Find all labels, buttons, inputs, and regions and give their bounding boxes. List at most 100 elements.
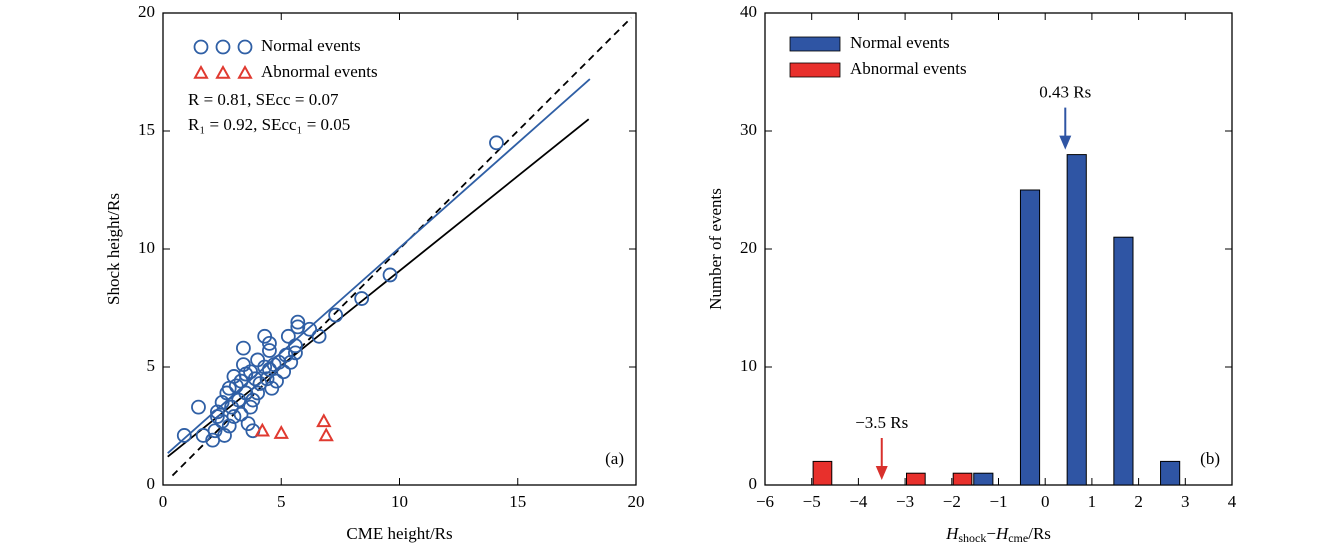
y-tick-label: 0 bbox=[749, 474, 758, 493]
y-tick-label: 20 bbox=[138, 2, 155, 21]
y-tick-label: 0 bbox=[147, 474, 156, 493]
fit-line bbox=[167, 78, 591, 454]
annotation-arrowhead bbox=[1059, 135, 1072, 150]
legend-marker bbox=[237, 64, 253, 79]
circle-marker bbox=[290, 314, 306, 330]
legend-marker bbox=[215, 64, 231, 79]
x-tick-label: −1 bbox=[989, 492, 1007, 511]
annotation-label: 0.43 Rs bbox=[1039, 83, 1091, 102]
y-tick-label: 20 bbox=[740, 238, 757, 257]
annotation: R = 0.81, SEcc = 0.07 bbox=[188, 90, 339, 109]
circle-marker bbox=[311, 328, 327, 344]
circle-marker bbox=[280, 328, 296, 344]
circle-marker bbox=[207, 423, 223, 439]
triangle-marker bbox=[318, 427, 334, 442]
x-axis-label: Hshock−Hcme/Rs bbox=[945, 524, 1051, 545]
x-axis-label-part: H bbox=[995, 524, 1010, 543]
y-axis-label: Number of events bbox=[706, 188, 725, 310]
y-tick-label: 10 bbox=[740, 356, 757, 375]
x-tick-label: 2 bbox=[1134, 492, 1143, 511]
circle-marker bbox=[262, 361, 277, 377]
annotation: R₁ = 0.92, SEcc₁ = 0.05 bbox=[188, 115, 350, 134]
x-tick-label: 15 bbox=[509, 492, 526, 511]
circle-marker bbox=[191, 399, 206, 415]
y-tick-label: 15 bbox=[138, 120, 155, 139]
x-axis-label-part: − bbox=[986, 524, 996, 543]
legend-marker bbox=[215, 39, 231, 55]
circle-marker bbox=[262, 343, 277, 358]
circle-marker bbox=[250, 352, 266, 368]
y-tick-label: 5 bbox=[147, 356, 156, 375]
x-axis-label-part: shock bbox=[958, 531, 986, 545]
circle-marker bbox=[217, 428, 232, 443]
y-tick-label: 30 bbox=[740, 120, 757, 139]
triangle-marker bbox=[254, 422, 271, 437]
circle-marker bbox=[209, 409, 225, 424]
y-tick-label: 40 bbox=[740, 2, 757, 21]
circle-marker bbox=[262, 335, 277, 351]
x-tick-label: −3 bbox=[896, 492, 914, 511]
legend-marker bbox=[193, 39, 209, 55]
legend-label: Abnormal events bbox=[261, 62, 378, 81]
histogram-bar bbox=[952, 472, 973, 486]
triangle-marker bbox=[316, 413, 332, 428]
panel-label: (a) bbox=[605, 449, 624, 468]
circle-marker bbox=[489, 135, 504, 151]
histogram-bar bbox=[973, 472, 994, 486]
legend-swatch bbox=[789, 62, 841, 78]
histogram-bar bbox=[1160, 460, 1181, 486]
x-tick-label: −2 bbox=[943, 492, 961, 511]
legend-marker bbox=[193, 64, 209, 79]
annotation-label: −3.5 Rs bbox=[855, 413, 908, 432]
circle-marker bbox=[247, 371, 263, 387]
histogram-bar bbox=[1113, 236, 1134, 486]
histogram-bar bbox=[1066, 154, 1087, 486]
panel-label: (b) bbox=[1200, 449, 1220, 468]
circle-marker bbox=[328, 307, 344, 323]
x-tick-label: −5 bbox=[803, 492, 821, 511]
circle-marker bbox=[243, 399, 258, 415]
y-tick-label: 10 bbox=[138, 238, 155, 257]
circle-marker bbox=[228, 378, 244, 394]
circle-marker bbox=[382, 267, 398, 283]
x-axis-label-part: /Rs bbox=[1028, 524, 1051, 543]
triangle-marker bbox=[273, 425, 289, 439]
x-tick-label: −4 bbox=[849, 492, 868, 511]
x-tick-label: 4 bbox=[1228, 492, 1237, 511]
circle-marker bbox=[354, 291, 370, 306]
histogram-bar bbox=[906, 472, 926, 486]
x-tick-label: 1 bbox=[1088, 492, 1097, 511]
x-tick-label: 10 bbox=[391, 492, 408, 511]
circle-marker bbox=[276, 364, 292, 380]
circle-marker bbox=[250, 385, 266, 401]
circle-marker bbox=[288, 345, 303, 361]
legend-label: Normal events bbox=[850, 33, 950, 52]
y-axis-label: Shock height/Rs bbox=[104, 193, 123, 305]
circle-marker bbox=[302, 321, 318, 337]
x-tick-label: 5 bbox=[277, 492, 286, 511]
circle-marker bbox=[176, 428, 192, 443]
circle-marker bbox=[259, 371, 275, 387]
x-axis-label-part: H bbox=[945, 524, 960, 543]
x-tick-label: 20 bbox=[628, 492, 645, 511]
circle-marker bbox=[236, 340, 251, 356]
circle-marker bbox=[269, 373, 284, 389]
circle-marker bbox=[233, 406, 249, 422]
x-tick-label: 0 bbox=[159, 492, 168, 511]
fit-line bbox=[167, 118, 590, 458]
x-tick-label: 3 bbox=[1181, 492, 1190, 511]
histogram-bar bbox=[1019, 189, 1041, 486]
legend-swatch bbox=[789, 36, 841, 52]
x-axis-label-part: cme bbox=[1008, 531, 1028, 545]
circle-marker bbox=[226, 409, 242, 424]
annotation-arrowhead bbox=[875, 466, 888, 480]
x-tick-label: −6 bbox=[756, 492, 774, 511]
histogram-bar bbox=[812, 460, 833, 486]
plot-frame bbox=[764, 12, 1233, 486]
circle-marker bbox=[214, 394, 230, 410]
x-axis-label: CME height/Rs bbox=[346, 524, 452, 543]
legend-label: Normal events bbox=[261, 36, 361, 55]
circle-marker bbox=[283, 354, 299, 370]
circle-marker bbox=[221, 418, 237, 434]
